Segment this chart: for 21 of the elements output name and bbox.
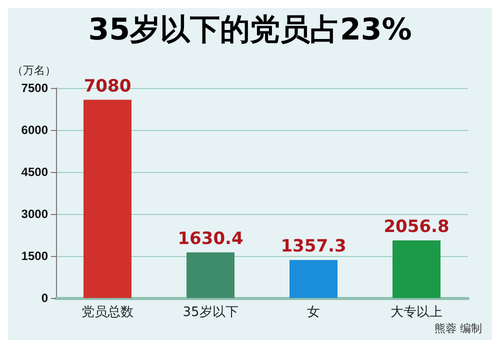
y-tick-label: 6000 — [21, 123, 48, 137]
data-label: 2056.8 — [384, 216, 450, 237]
data-label: 1630.4 — [178, 228, 244, 249]
x-tick-label: 35岁以下 — [182, 305, 238, 320]
x-tick-label: 大专以上 — [390, 305, 442, 320]
y-tick-label: 7500 — [21, 81, 48, 95]
x-tick-label: 党员总数 — [82, 305, 134, 320]
data-label: 7080 — [84, 76, 132, 96]
y-tick-label: 0 — [41, 291, 48, 305]
text: 熊蓉 编制 — [434, 322, 482, 335]
data-label: 1357.3 — [280, 236, 346, 256]
bar — [186, 252, 234, 298]
bar — [290, 260, 338, 298]
y-tick-label: 4500 — [21, 165, 48, 179]
bar — [84, 100, 132, 298]
bar — [392, 240, 440, 298]
chart-title: 35岁以下的党员占23% — [88, 12, 412, 48]
y-tick-label: 3000 — [21, 207, 48, 221]
x-tick-label: 女 — [307, 305, 320, 320]
y-tick-label: 1500 — [21, 249, 48, 263]
y-axis-title: （万名） — [12, 64, 56, 77]
